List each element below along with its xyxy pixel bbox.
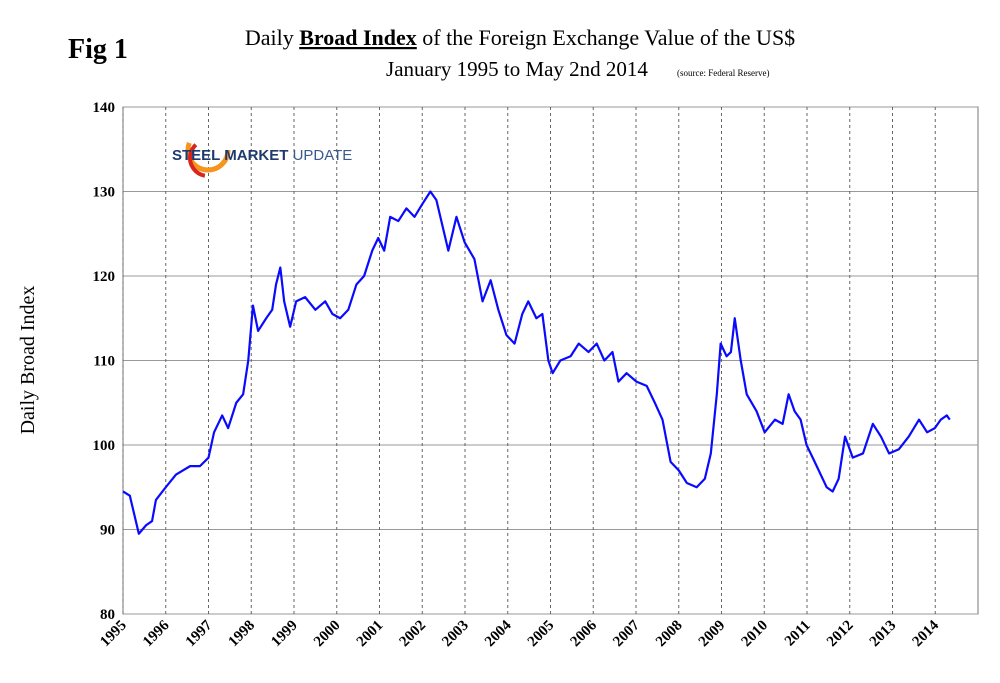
x-tick-label: 2008 <box>653 618 686 651</box>
x-tick-label: 2002 <box>397 618 430 651</box>
x-tick-label: 1998 <box>226 618 259 651</box>
x-tick-label: 2007 <box>610 617 643 650</box>
x-tick-label: 2001 <box>354 618 387 651</box>
y-tick-label: 80 <box>100 607 115 623</box>
y-tick-label: 130 <box>93 185 116 201</box>
x-tick-label: 2011 <box>782 618 814 650</box>
x-tick-label: 1996 <box>140 617 173 650</box>
logo-brand-text: STEEL MARKET <box>172 147 288 164</box>
y-tick-label: 100 <box>93 438 116 454</box>
x-tick-label: 2014 <box>910 617 943 650</box>
title-part: Daily <box>245 25 294 50</box>
x-tick-label: 2010 <box>739 618 772 651</box>
x-tick-label: 2012 <box>824 618 857 651</box>
logo: STEEL MARKET UPDATE <box>172 127 352 178</box>
figure-label: Fig 1 <box>68 34 128 65</box>
y-axis-label: Daily Broad Index <box>17 286 39 435</box>
source-note: (source: Federal Reserve) <box>677 68 769 78</box>
y-tick-label: 140 <box>93 100 116 116</box>
logo-swoosh <box>185 127 231 173</box>
chart-subtitle: January 1995 to May 2nd 2014 <box>386 57 648 81</box>
series-line <box>122 190 951 535</box>
x-tick-label: 2005 <box>525 618 558 651</box>
logo-swoosh <box>188 138 228 178</box>
x-tick-label: 2009 <box>696 618 729 651</box>
x-tick-label: 1999 <box>268 618 301 651</box>
y-tick-label: 110 <box>93 354 115 370</box>
x-tick-label: 2003 <box>439 618 472 651</box>
logo-suffix: UPDATE <box>293 147 353 164</box>
x-tick-label: 2013 <box>867 618 900 651</box>
x-tick-label: 2004 <box>482 617 515 650</box>
x-tick-label: 2000 <box>311 618 344 651</box>
logo-brand: STEEL MARKET UPDATE <box>172 147 352 164</box>
x-tick-label: 2006 <box>568 617 601 650</box>
x-tick-label: 1997 <box>183 617 216 650</box>
title-emphasis: Broad Index <box>299 25 417 50</box>
chart-title: Daily Broad Index of the Foreign Exchang… <box>245 25 795 50</box>
y-tick-label: 90 <box>100 523 115 539</box>
y-tick-label: 120 <box>93 269 116 285</box>
title-part: of the Foreign Exchange Value of the US$ <box>422 25 795 50</box>
